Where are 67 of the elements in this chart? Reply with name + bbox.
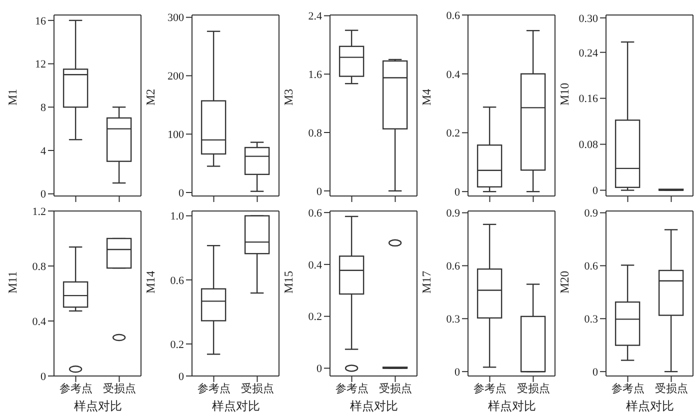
x-axis-title: 样点对比	[212, 398, 260, 415]
x-tick-label: 受损点	[240, 382, 274, 395]
x-tick-label: 参考点	[59, 382, 92, 395]
y-tick-label: 0.4	[308, 259, 322, 272]
y-tick-label: 1.0	[170, 210, 184, 223]
y-tick-label: 0	[454, 366, 460, 378]
x-tick-label: 受损点	[516, 382, 550, 395]
y-tick-label: 200	[168, 70, 184, 83]
y-tick-label: 0.2	[446, 128, 460, 140]
y-tick-label: 0	[316, 363, 322, 376]
x-tick-label: 受损点	[378, 382, 412, 395]
x-tick-label: 参考点	[473, 382, 506, 395]
y-tick-label: 0.6	[170, 274, 184, 287]
x-axis-title: 样点对比	[350, 398, 398, 415]
y-axis-title: M15	[281, 270, 296, 294]
y-tick-label: 0.8	[32, 260, 46, 273]
y-tick-label: 0	[592, 185, 598, 198]
y-tick-label: 0	[454, 186, 460, 198]
y-axis-title: M14	[143, 270, 158, 294]
y-tick-label: 4	[40, 145, 46, 158]
y-tick-label: 2.4	[308, 10, 322, 23]
y-tick-label: 0	[178, 370, 184, 383]
x-axis-title: 样点对比	[626, 398, 674, 415]
y-tick-label: 0.8	[308, 127, 322, 140]
y-tick-label: 0.6	[446, 10, 460, 22]
y-axis-title: M20	[557, 270, 572, 294]
y-tick-label: 0.2	[170, 338, 184, 351]
x-tick-label: 参考点	[335, 382, 368, 395]
y-tick-label: 100	[168, 129, 184, 142]
y-tick-label: 0	[178, 187, 184, 200]
y-tick-label: 1.2	[32, 206, 46, 218]
y-tick-label: 0.6	[308, 207, 322, 220]
y-tick-label: 0.24	[578, 47, 598, 60]
y-tick-label: 0.6	[446, 260, 460, 273]
y-tick-label: 0.3	[584, 314, 598, 326]
y-axis-title: M4	[419, 88, 434, 106]
y-axis-title: M17	[419, 270, 434, 294]
x-tick-label: 受损点	[654, 382, 688, 395]
y-tick-label: 0.9	[584, 208, 598, 220]
y-tick-label: 12	[35, 58, 46, 71]
y-axis-title: M1	[5, 88, 20, 106]
y-tick-label: 0.3	[446, 314, 460, 326]
y-tick-label: 0.08	[578, 139, 598, 152]
x-tick-label: 受损点	[102, 382, 136, 395]
y-tick-label: 0.16	[578, 93, 598, 106]
y-axis-title: M10	[557, 82, 572, 106]
y-axis-title: M11	[5, 271, 20, 294]
y-tick-label: 0.2	[308, 311, 322, 324]
y-tick-label: 0	[592, 366, 598, 378]
y-tick-label: 0	[316, 186, 322, 198]
y-tick-label: 0.9	[446, 208, 460, 220]
y-axis-title: M2	[143, 88, 158, 106]
y-tick-label: 8	[40, 102, 46, 114]
y-tick-label: 16	[35, 15, 46, 28]
y-tick-label: 0.4	[32, 316, 46, 328]
y-tick-label: 0.30	[578, 12, 598, 25]
y-tick-label: 0.6	[584, 260, 598, 273]
y-tick-label: 0	[40, 370, 46, 383]
x-axis-title: 样点对比	[488, 398, 536, 415]
x-tick-label: 参考点	[197, 382, 230, 395]
y-tick-label: 0	[40, 188, 46, 201]
y-tick-label: 0.4	[446, 68, 460, 81]
y-tick-label: 300	[168, 12, 184, 24]
y-tick-label: 1.6	[308, 69, 322, 82]
x-tick-label: 参考点	[611, 382, 644, 395]
y-axis-title: M3	[281, 88, 296, 106]
x-axis-title: 样点对比	[74, 398, 122, 415]
